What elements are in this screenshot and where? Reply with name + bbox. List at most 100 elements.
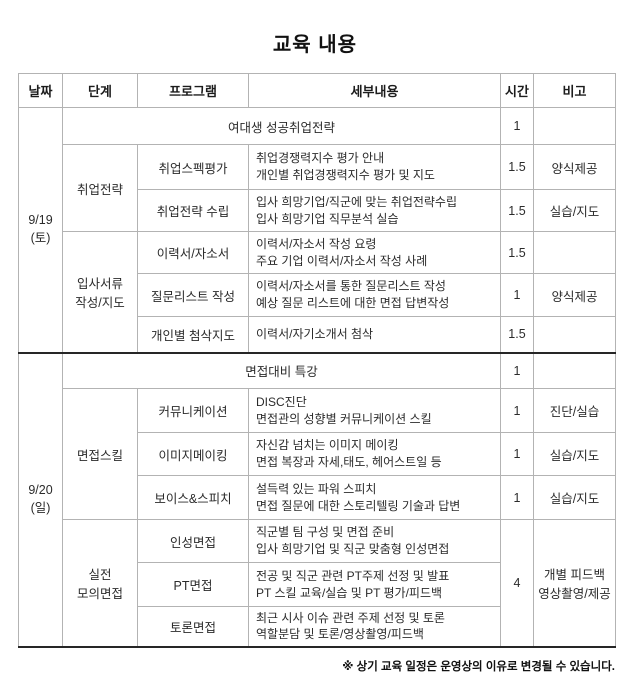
note-cell-empty (533, 231, 616, 274)
note-cell: 실습/지도 (533, 432, 616, 476)
note-cell: 양식제공 (533, 273, 616, 317)
program-cell: 이미지메이킹 (137, 432, 249, 476)
table-row: 질문리스트 작성 이력서/자소서를 통한 질문리스트 작성 예상 질문 리스트에… (19, 273, 616, 317)
hours-cell: 1.5 (500, 189, 534, 232)
details-cell: 설득력 있는 파워 스피치 면접 질문에 대한 스토리텔링 기술과 답변 (248, 475, 501, 520)
detail-line: 전공 및 직군 관련 PT주제 선정 및 발표 (256, 568, 450, 583)
details-cell: 이력서/자소서 작성 요령 주요 기업 이력서/자소서 작성 사례 (248, 231, 501, 274)
program-cell: PT면접 (137, 562, 249, 607)
table-row: PT면접 전공 및 직군 관련 PT주제 선정 및 발표 PT 스킬 교육/실습… (19, 562, 616, 607)
details-cell: 이력서/자기소개서 첨삭 (248, 316, 501, 353)
hours-cell: 1.5 (500, 316, 534, 353)
stage-line: 모의면접 (76, 586, 123, 601)
detail-line: 이력서/자소서를 통한 질문리스트 작성 (256, 279, 446, 294)
table-row: 이미지메이킹 자신감 넘치는 이미지 메이킹 면접 복장과 자세,태도, 헤어스… (19, 432, 616, 476)
hours-cell: 1 (500, 432, 534, 476)
detail-line: 면접관의 성향별 커뮤니케이션 스킬 (256, 411, 432, 426)
table-row: 토론면접 최근 시사 이슈 관련 주제 선정 및 토론 역할분담 및 토론/영상… (19, 606, 616, 647)
program-cell: 보이스&스피치 (137, 475, 249, 520)
details-cell: 입사 희망기업/직군에 맞는 취업전략수립 입사 희망기업 직무분석 실습 (248, 189, 501, 232)
note-line: 영상촬영/제공 (538, 586, 611, 601)
detail-line: 취업경쟁력지수 평가 안내 (256, 151, 385, 166)
note-cell-empty (533, 107, 616, 145)
table-row: 면접스킬 커뮤니케이션 DISC진단 면접관의 성향별 커뮤니케이션 스킬 1 … (19, 388, 616, 520)
table-row: 개인별 첨삭지도 이력서/자기소개서 첨삭 1.5 (19, 316, 616, 353)
hours-cell: 1.5 (500, 231, 534, 274)
detail-line: 이력서/자소서 작성 요령 (256, 236, 377, 251)
detail-line: 입사 희망기업 직무분석 실습 (256, 211, 399, 226)
program-cell: 취업스펙평가 (137, 144, 249, 190)
note-cell: 양식제공 (533, 144, 616, 190)
detail-line: 개인별 취업경쟁력지수 평가 및 지도 (256, 168, 435, 182)
table-row: 실전 모의면접 인성면접 직군별 팀 구성 및 면접 준비 입사 희망기업 및 … (19, 519, 616, 647)
details-cell: 이력서/자소서를 통한 질문리스트 작성 예상 질문 리스트에 대한 면접 답변… (248, 273, 501, 317)
col-header-details: 세부내용 (248, 73, 501, 108)
detail-line: 자신감 넘치는 이미지 메이킹 (256, 438, 399, 453)
program-cell: 질문리스트 작성 (137, 273, 249, 317)
col-header-hours: 시간 (500, 73, 534, 108)
header-row: 날짜 단계 프로그램 세부내용 시간 비고 (18, 73, 616, 108)
stage-cell-application-documents: 입사서류 작성/지도 (62, 231, 138, 353)
detail-line: 이력서/자기소개서 첨삭 (256, 326, 374, 341)
program-cell: 개인별 첨삭지도 (137, 316, 249, 353)
details-cell: DISC진단 면접관의 성향별 커뮤니케이션 스킬 (248, 388, 501, 433)
program-cell: 인성면접 (137, 519, 249, 563)
date-cell-sun: 9/20 (일) (18, 351, 63, 647)
note-cell: 실습/지도 (533, 475, 616, 520)
detail-line: 직군별 팀 구성 및 면접 준비 (256, 525, 395, 540)
special-lecture-cell: 여대생 성공취업전략 (62, 107, 501, 145)
hours-cell: 1 (500, 475, 534, 520)
day-text: (토) (30, 231, 51, 246)
details-cell: 자신감 넘치는 이미지 메이킹 면접 복장과 자세,태도, 헤어스트일 등 (248, 432, 501, 476)
detail-line: 면접 복장과 자세,태도, 헤어스트일 등 (256, 455, 442, 469)
hours-cell: 1 (500, 351, 534, 389)
detail-line: 입사 희망기업/직군에 맞는 취업전략수립 (256, 194, 458, 209)
program-cell: 토론면접 (137, 606, 249, 647)
detail-line: 면접 질문에 대한 스토리텔링 기술과 답변 (256, 498, 461, 513)
detail-line: 입사 희망기업 및 직군 맞춤형 인성면접 (256, 542, 450, 556)
detail-line: 최근 시사 이슈 관련 주제 선정 및 토론 (256, 610, 445, 625)
detail-line: PT 스킬 교육/실습 및 PT 평가/피드백 (256, 585, 443, 600)
education-schedule-table: 날짜 단계 프로그램 세부내용 시간 비고 9/19 (토) 여대생 성공취업전… (18, 73, 616, 648)
col-header-date: 날짜 (18, 73, 63, 108)
note-cell: 진단/실습 (533, 388, 616, 433)
hours-cell: 1 (500, 388, 534, 433)
note-cell-empty (533, 351, 616, 389)
hours-cell: 1.5 (500, 144, 534, 190)
table-row: 9/20 (일) 면접대비 특강 1 (18, 351, 616, 647)
table-row: 취업전략 수립 입사 희망기업/직군에 맞는 취업전략수립 입사 희망기업 직무… (19, 189, 616, 232)
stage-cell-employment-strategy: 취업전략 (62, 144, 138, 232)
special-lecture-cell: 면접대비 특강 (62, 351, 501, 389)
page-title: 교육 내용 (272, 34, 358, 56)
table-row: 9/19 (토) 여대생 성공취업전략 1 (18, 107, 616, 353)
detail-line: DISC진단 (256, 394, 307, 409)
col-header-stage: 단계 (62, 73, 138, 108)
details-cell: 최근 시사 이슈 관련 주제 선정 및 토론 역할분담 및 토론/영상촬영/피드… (248, 606, 501, 647)
stage-line: 작성/지도 (75, 295, 125, 310)
details-cell: 전공 및 직군 관련 PT주제 선정 및 발표 PT 스킬 교육/실습 및 PT… (248, 562, 501, 607)
detail-line: 주요 기업 이력서/자소서 작성 사례 (256, 253, 428, 268)
col-header-note: 비고 (533, 73, 616, 108)
date-text: 9/20 (28, 483, 53, 497)
table-row: 입사서류 작성/지도 이력서/자소서 이력서/자소서 작성 요령 주요 기업 이… (19, 231, 616, 353)
program-cell: 취업전략 수립 (137, 189, 249, 232)
hours-cell-merged: 4 (500, 519, 534, 647)
day-text: (일) (30, 501, 51, 515)
stage-line: 실전 (88, 567, 112, 582)
table-row: 취업전략 취업스펙평가 취업경쟁력지수 평가 안내 개인별 취업경쟁력지수 평가… (19, 144, 616, 232)
table-row: 보이스&스피치 설득력 있는 파워 스피치 면접 질문에 대한 스토리텔링 기술… (19, 475, 616, 520)
program-cell: 이력서/자소서 (137, 231, 249, 274)
stage-cell-interview-skill: 면접스킬 (62, 388, 138, 520)
date-cell-sat: 9/19 (토) (18, 107, 63, 353)
detail-line: 예상 질문 리스트에 대한 면접 답변작성 (256, 296, 450, 310)
footer-note: ※ 상기 교육 일정은 운영상의 이유로 변경될 수 있습니다. (342, 660, 615, 673)
program-cell: 커뮤니케이션 (137, 388, 249, 433)
note-cell-empty (533, 316, 616, 353)
details-cell: 취업경쟁력지수 평가 안내 개인별 취업경쟁력지수 평가 및 지도 (248, 144, 501, 190)
stage-line: 입사서류 (76, 276, 123, 291)
note-cell: 실습/지도 (533, 189, 616, 232)
date-text: 9/19 (28, 213, 53, 228)
hours-cell: 1 (500, 273, 534, 317)
detail-line: 설득력 있는 파워 스피치 (256, 481, 377, 496)
